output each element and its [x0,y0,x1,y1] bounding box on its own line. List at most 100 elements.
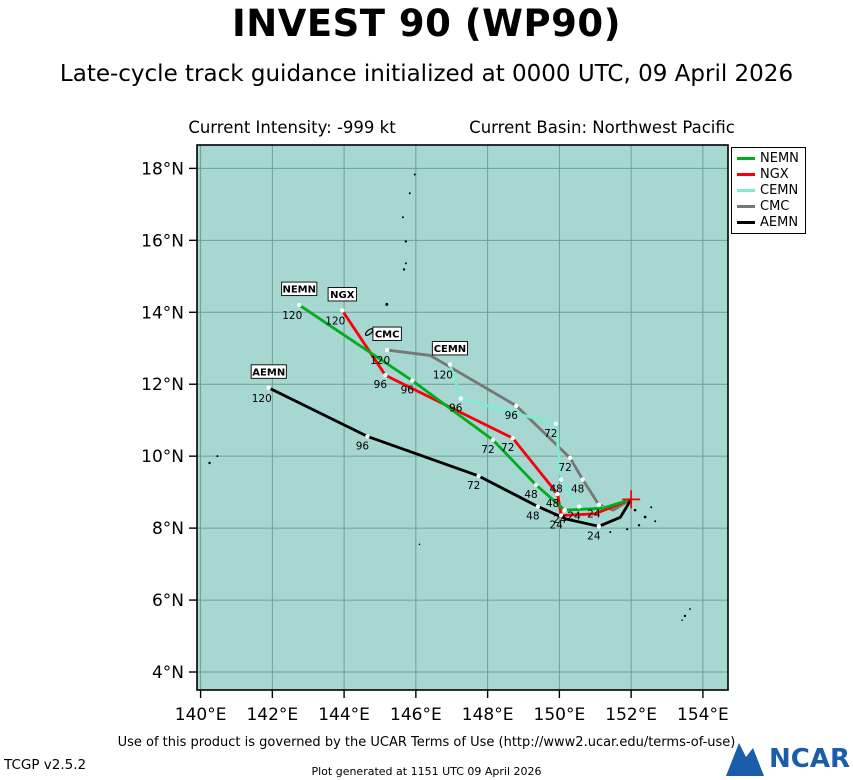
legend-swatch-cmc [737,205,755,208]
hour-label-aemn: 24 [587,530,601,542]
current-intensity-label: Current Intensity: -999 kt [188,118,396,137]
y-axis-tick-label: 8°N [152,519,184,539]
subtitle: Late-cycle track guidance initialized at… [59,61,794,87]
hour-label-aemn: 72 [467,480,480,492]
legend-label-ngx: NGX [760,167,789,182]
y-axis-tick-label: 6°N [152,591,184,611]
hour-label-cemn: 48 [549,484,562,496]
track-point-cmc [384,347,390,353]
track-point-ngx [510,435,515,441]
model-label-aemn: AEMN [252,367,285,378]
ncar-logo: NCAR [724,740,850,778]
track-point-aemn [596,524,602,529]
legend-swatch-ngx [737,173,755,176]
island [633,508,637,512]
island [654,520,657,523]
legend-item-ngx: NGX [737,167,799,182]
hour-label-nemn: 48 [524,489,537,501]
hour-label-cmc: 24 [587,509,601,521]
y-axis-tick-label: 18°N [141,159,184,179]
island [418,543,421,546]
track-point-cemn [576,504,582,509]
y-axis-tick-label: 12°N [141,375,184,395]
island [208,461,211,465]
island [408,192,411,195]
x-axis-tick-label: 146°E [390,705,442,725]
legend: NEMN NGX CEMN CMC AEMN [731,147,806,234]
island [609,531,612,534]
x-axis-tick-label: 148°E [462,705,514,725]
island [643,515,647,519]
hour-label-nemn: 24 [553,514,567,526]
track-aemn [267,386,633,528]
hour-label-nemn: 120 [282,310,302,322]
track-point-cemn [558,477,564,482]
track-point-nemn [297,302,302,308]
x-axis-tick-label: 144°E [318,705,370,725]
track-point-nemn [533,482,539,488]
hour-label-ngx: 48 [546,498,559,510]
hour-label-cmc: 96 [505,410,519,422]
track-point-aemn [365,434,370,439]
generated-timestamp: Plot generated at 1151 UTC 09 April 2026 [311,765,542,778]
track-cmc [385,348,633,512]
track-point-cemn [458,396,463,401]
model-label-cemn: CEMN [434,344,467,355]
ncar-logo-mark [726,743,765,776]
island [689,608,691,610]
x-axis-tick-label: 154°E [677,705,729,725]
track-point-ngx [383,373,388,378]
island [402,268,406,271]
hour-label-ngx: 72 [501,442,514,454]
hour-label-ngx: 24 [549,520,563,532]
hour-label-cemn: 72 [544,428,557,440]
model-label-nemn: NEMN [282,285,316,296]
track-point-nemn [490,437,496,443]
ncar-logo-text: NCAR [769,744,850,774]
model-label-box-cmc [372,326,402,341]
legend-swatch-aemn [737,221,755,224]
model-label-cmc: CMC [375,330,400,341]
track-point-ngx [340,308,345,313]
island [683,614,687,618]
legend-item-cmc: CMC [737,199,799,214]
hour-label-cmc: 72 [558,462,571,474]
hour-label-ngx: 120 [325,315,345,327]
y-axis-tick-label: 10°N [141,447,184,467]
island [681,619,683,622]
plot-border [196,144,729,691]
legend-label-aemn: AEMN [760,215,799,230]
track-point-nemn [562,507,567,513]
hour-label-cemn: 120 [433,369,453,381]
island [401,216,404,219]
track-point-cmc [567,455,573,461]
hour-label-aemn: 120 [252,393,272,405]
island [650,506,653,509]
version-text: TCGP v2.5.2 [4,757,87,773]
legend-item-cemn: CEMN [737,183,799,198]
x-axis-tick-label: 152°E [605,705,657,725]
x-axis-tick-label: 140°E [175,705,227,725]
terms-of-use-text: Use of this product is governed by the U… [117,735,736,750]
island [216,455,219,458]
hour-label-cmc: 48 [571,484,584,496]
track-point-cmc [580,477,585,482]
legend-item-nemn: NEMN [737,151,799,166]
track-point-ngx [558,513,564,518]
model-label-box-aemn [250,364,287,379]
track-guidance-map: 24487296120CMC24487296120CEMN24487296120… [141,144,729,725]
track-point-cmc [596,502,602,507]
track-point-aemn [535,504,541,509]
hour-label-ngx: 96 [374,379,388,391]
x-axis-tick-label: 142°E [246,705,298,725]
island [404,262,407,265]
hour-label-nemn: 96 [401,385,415,397]
hour-label-aemn: 96 [356,440,370,452]
model-label-ngx: NGX [330,290,355,301]
y-axis-tick-label: 4°N [152,663,184,683]
island [385,302,389,306]
legend-label-cemn: CEMN [760,183,799,198]
y-axis-tick-label: 16°N [141,231,184,251]
hour-label-cemn: 96 [449,403,463,415]
track-point-cmc [514,403,519,409]
